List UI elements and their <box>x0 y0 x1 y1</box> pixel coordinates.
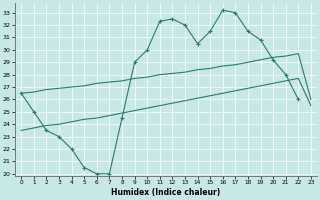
X-axis label: Humidex (Indice chaleur): Humidex (Indice chaleur) <box>111 188 221 197</box>
